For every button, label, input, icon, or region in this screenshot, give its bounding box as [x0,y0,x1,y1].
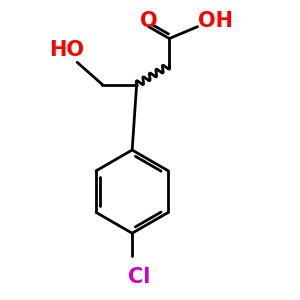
Text: O: O [140,11,157,31]
Text: HO: HO [49,40,84,60]
Text: Cl: Cl [128,267,151,287]
Text: OH: OH [198,11,233,31]
